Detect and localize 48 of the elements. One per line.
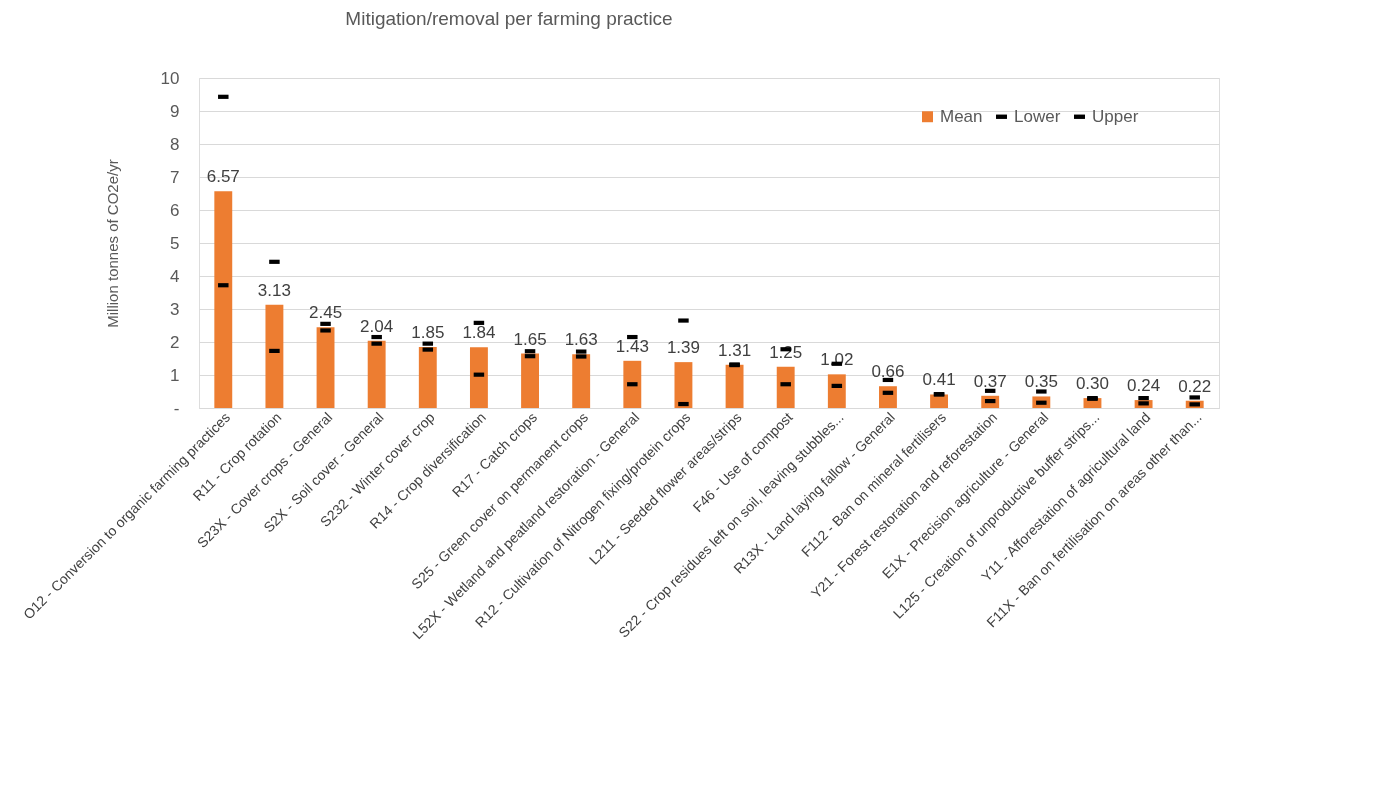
data-label: 2.45 [308,303,343,323]
y-tick-label: 5 [170,233,180,253]
bar [214,191,233,408]
y-tick-label: 7 [170,167,180,187]
y-axis-title: Million tonnes of CO2e/yr [103,159,121,328]
data-label: 6.57 [206,167,240,187]
data-label: 0.30 [1075,374,1110,394]
data-label: 1.31 [718,340,752,360]
bar [418,346,437,408]
legend-label: Upper [1092,106,1139,126]
data-label: 0.66 [871,362,905,382]
y-tick-label: 2 [170,332,180,352]
y-tick-label: 6 [170,200,180,220]
bar [469,347,488,408]
bar [367,340,386,408]
data-label: 0.41 [922,370,956,390]
y-tick-label: 10 [160,68,180,88]
chart-title: Mitigation/removal per farming practice [345,8,673,29]
bar [827,374,846,408]
data-label: 1.84 [462,323,496,343]
bar [674,362,693,408]
bar [316,327,335,408]
legend-label: Lower [1014,106,1061,126]
bar [265,304,284,408]
data-label: 1.65 [513,329,547,349]
y-tick-label: 1 [170,365,180,385]
y-tick-label: 4 [170,266,180,286]
data-label: 0.37 [973,371,1007,391]
data-label: 1.39 [666,338,700,358]
legend-label: Mean [940,106,983,126]
data-label: 3.13 [257,280,291,300]
data-label: 1.85 [411,322,445,342]
bar [776,366,795,408]
data-label: 2.04 [360,316,394,336]
data-label: 1.43 [615,336,649,356]
bar [725,364,744,408]
data-label: 1.25 [769,342,803,362]
y-tick-label: 8 [170,134,180,154]
bar [572,354,591,408]
bar [623,360,642,408]
data-label: 1.63 [564,330,598,350]
bar [521,353,539,408]
data-label: 0.22 [1178,376,1212,396]
y-tick-label: - [173,398,180,418]
y-tick-label: 3 [170,299,180,319]
data-label: 0.24 [1127,376,1161,396]
data-label: 0.35 [1024,372,1058,392]
y-tick-label: 9 [170,101,180,121]
